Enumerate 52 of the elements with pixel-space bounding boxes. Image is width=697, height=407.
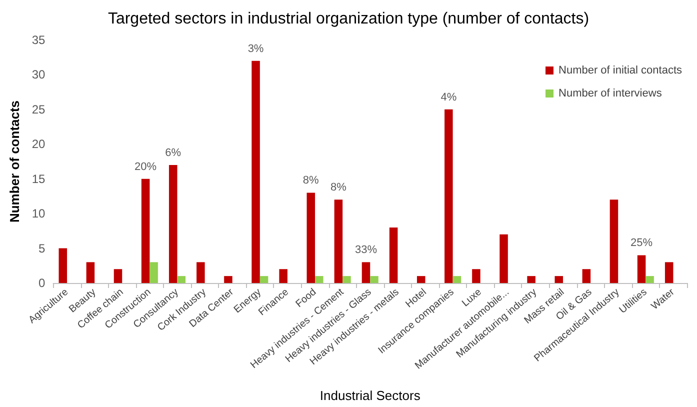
bar xyxy=(370,276,378,283)
legend-label: Number of initial contacts xyxy=(558,64,682,76)
bar xyxy=(141,178,150,283)
y-tick-label: 0 xyxy=(38,276,46,290)
x-axis-title: Industrial Sectors xyxy=(320,388,421,403)
bar xyxy=(610,200,618,283)
bar xyxy=(196,262,205,283)
y-tick-label: 10 xyxy=(32,206,46,221)
bar xyxy=(86,262,95,283)
y-tick-label: 5 xyxy=(38,241,46,256)
bar xyxy=(554,276,564,283)
y-axis-title: Number of contacts xyxy=(7,100,22,223)
annotation: 8% xyxy=(302,174,320,187)
bar xyxy=(168,164,178,283)
y-tick-label: 35 xyxy=(32,33,46,47)
bar xyxy=(582,269,591,283)
annotation: 4% xyxy=(440,91,457,104)
bar xyxy=(664,262,674,283)
bar xyxy=(444,109,453,283)
bar xyxy=(252,60,260,283)
y-tick-label: 15 xyxy=(32,172,46,186)
bar xyxy=(150,262,158,283)
bar xyxy=(334,200,343,283)
bar xyxy=(58,248,68,283)
bar xyxy=(362,262,370,283)
annotation: 3% xyxy=(248,42,264,55)
bar xyxy=(472,269,480,283)
bar xyxy=(527,276,536,283)
chart-title: Targeted sectors in industrial organization type (number of contacts) xyxy=(108,10,590,28)
bar xyxy=(342,276,351,283)
bar xyxy=(637,255,646,283)
annotation: 25% xyxy=(630,237,653,250)
bar xyxy=(416,276,426,283)
y-tick-label: 20 xyxy=(32,137,46,152)
annotation: 33% xyxy=(354,244,378,256)
bar xyxy=(279,269,288,283)
bar xyxy=(306,192,316,283)
bar xyxy=(114,269,122,283)
bar xyxy=(646,276,654,283)
bar xyxy=(452,276,462,283)
annotation: 8% xyxy=(330,182,347,194)
bar xyxy=(315,276,324,283)
annotation: 20% xyxy=(134,160,157,173)
bar xyxy=(177,276,186,283)
y-tick-label: 30 xyxy=(32,68,46,82)
bar xyxy=(500,234,508,283)
annotation: 6% xyxy=(165,146,182,159)
y-tick-label: 25 xyxy=(32,102,46,116)
bar xyxy=(224,276,232,283)
bar xyxy=(389,227,398,283)
legend-label: Number of interviews xyxy=(558,88,662,100)
bar xyxy=(260,276,268,283)
